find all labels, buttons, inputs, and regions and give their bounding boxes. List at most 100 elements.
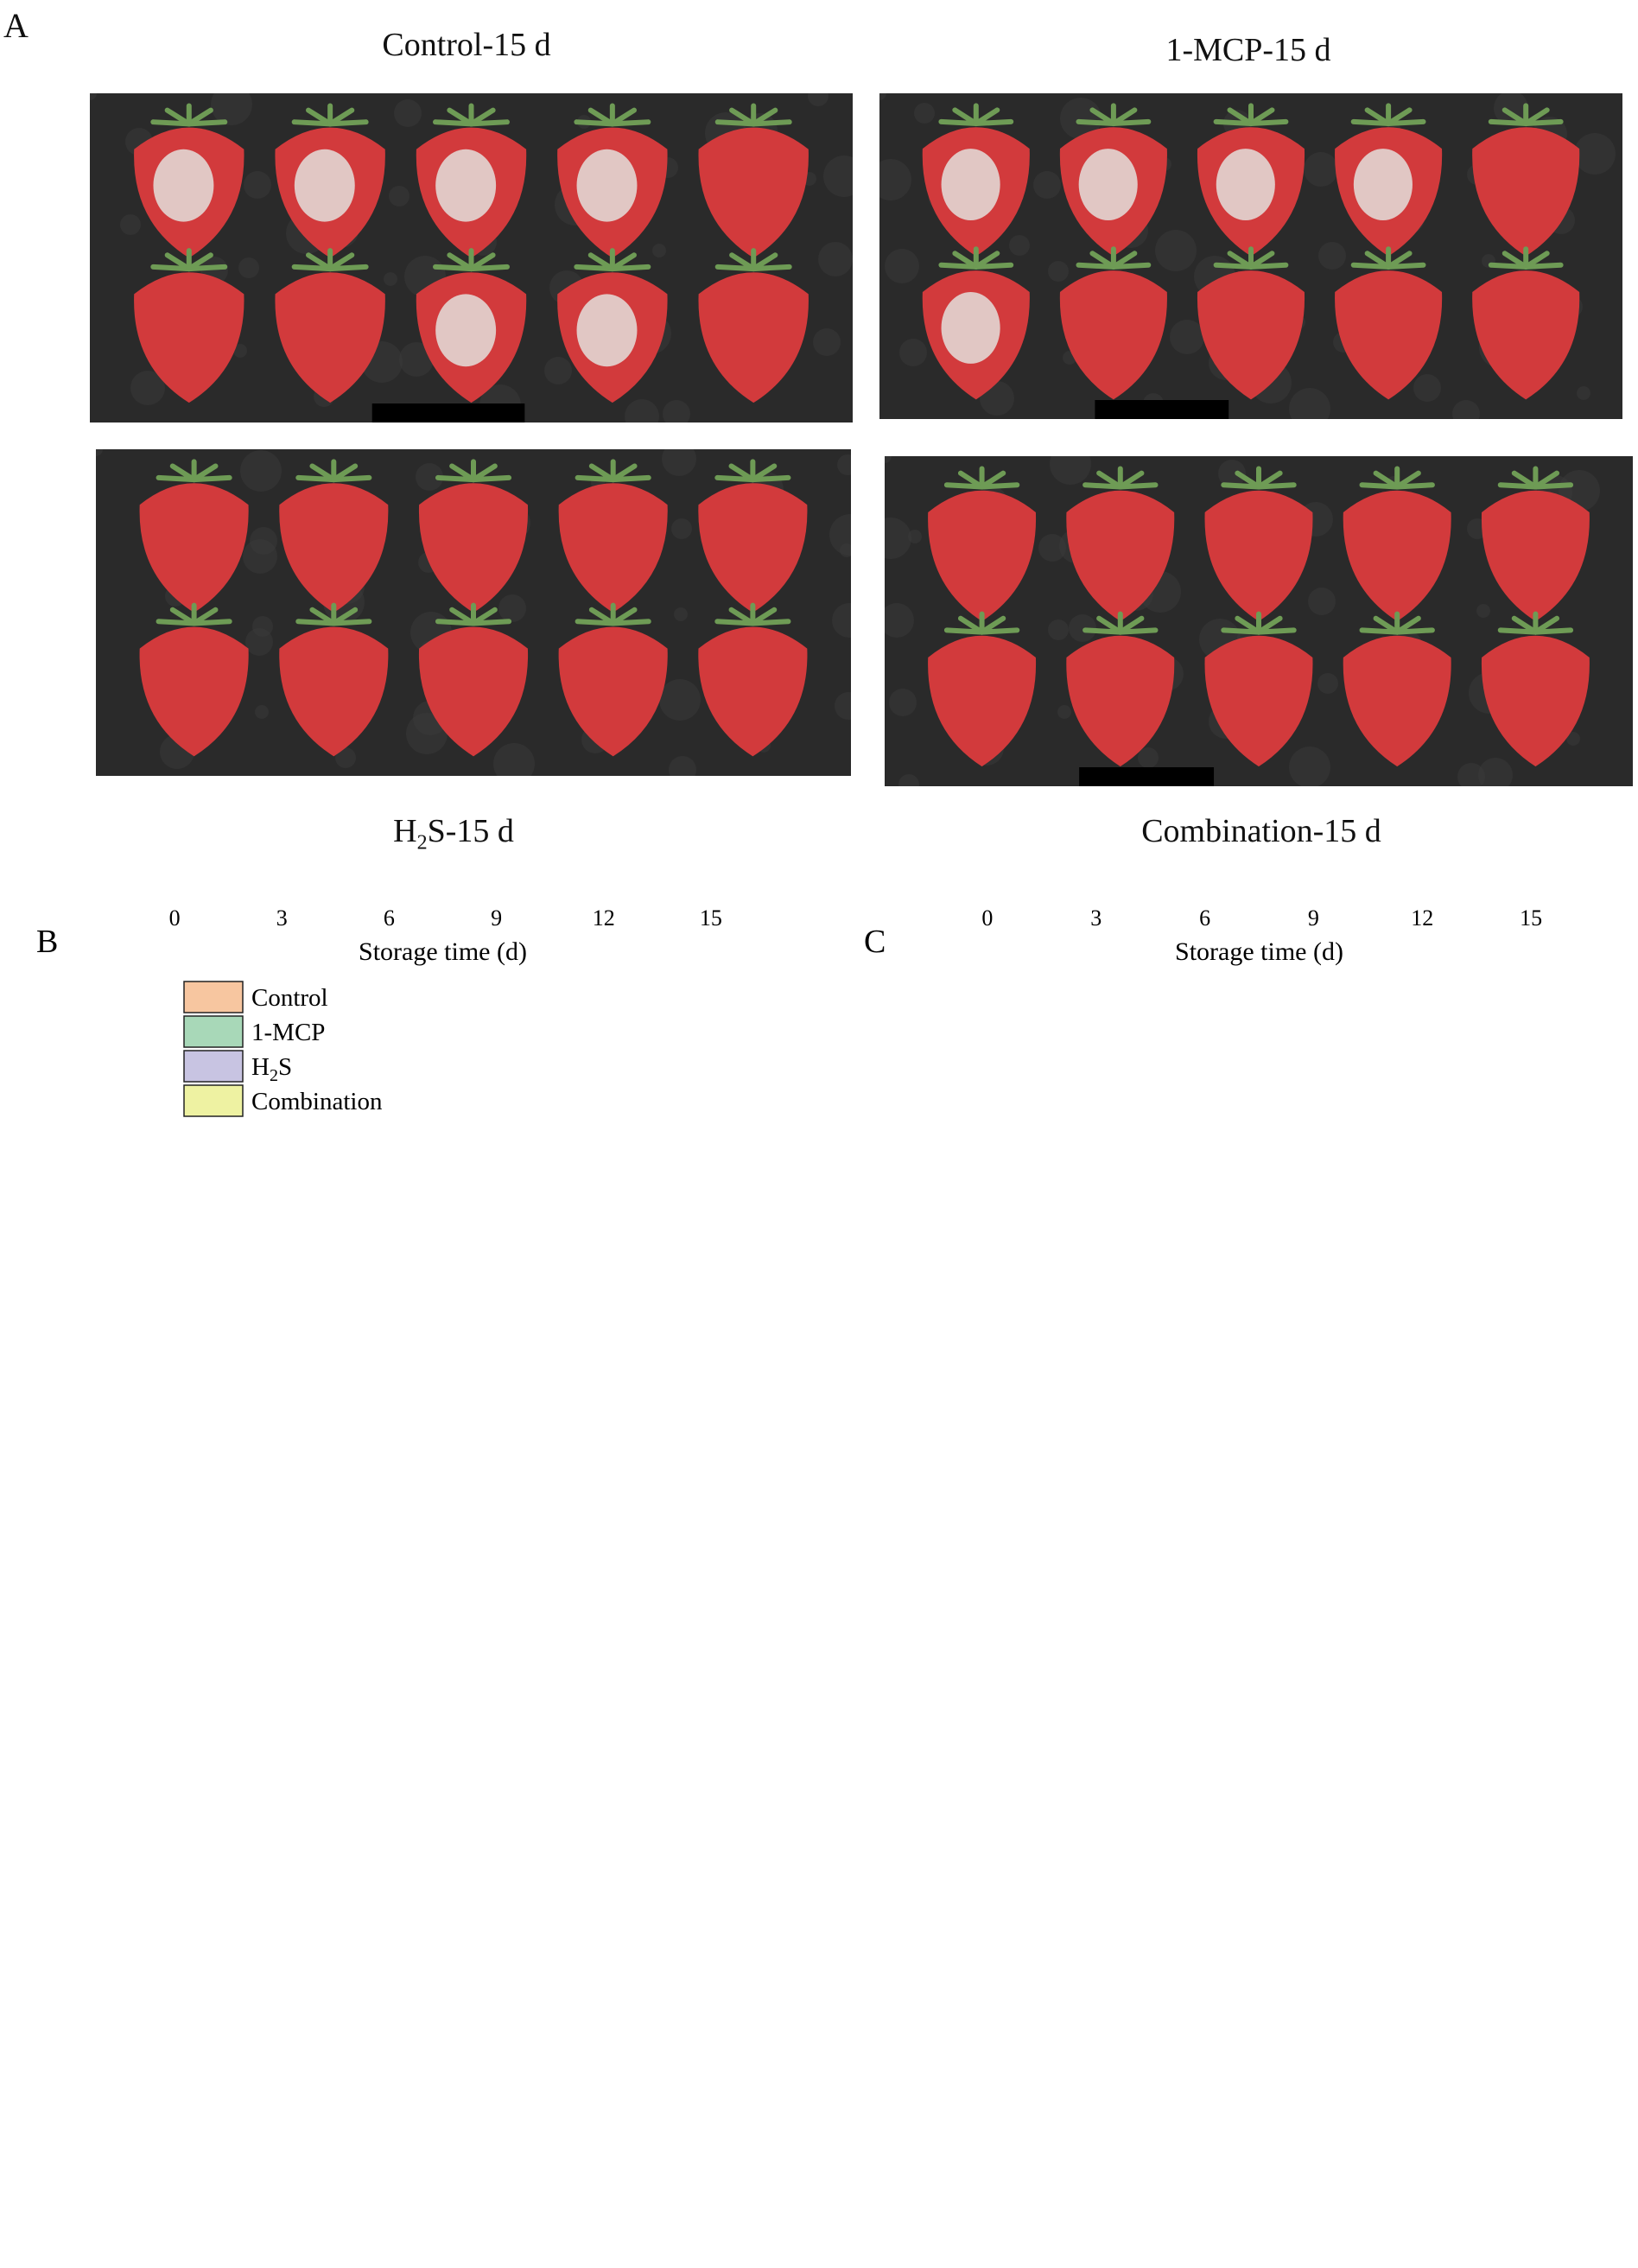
calyx-leaf: [306, 252, 333, 272]
fabric-texture: [1038, 534, 1066, 562]
calyx-leaf: [309, 463, 337, 483]
strawberry: [1197, 246, 1305, 400]
calyx-leaf: [952, 107, 979, 127]
calyx-leaf: [1213, 118, 1254, 127]
calyx-leaf: [150, 264, 192, 272]
fabric-texture: [1155, 230, 1197, 271]
fabric-texture: [1318, 242, 1346, 270]
strawberry-body: [279, 626, 389, 757]
calyx-leaf: [610, 474, 651, 483]
fabric-texture: [498, 594, 526, 622]
chart-firmness: 0102030400aaaa3baaa6baaa9baaa12cbaa15dcb…: [821, 1590, 1638, 2268]
panel-letter-a: A: [3, 6, 29, 45]
fabric-texture: [255, 705, 269, 719]
fabric-texture: [399, 342, 434, 377]
mold-patch: [1078, 149, 1138, 221]
fabric-texture: [652, 244, 666, 257]
mold-patch: [941, 149, 1000, 221]
legend-swatch: [183, 1050, 244, 1083]
strawberry: [1066, 466, 1175, 621]
calyx-leaf: [327, 264, 369, 272]
calyx-leaf: [1235, 470, 1261, 490]
calyx-leaf: [1096, 615, 1123, 635]
photo-title-h2s-rest: S-15 d: [427, 813, 514, 849]
fabric-texture: [1050, 456, 1091, 485]
strawberry-body: [698, 483, 808, 613]
fabric-texture: [1457, 763, 1485, 786]
fabric-texture: [1304, 152, 1338, 187]
fabric-texture: [1289, 388, 1330, 419]
calyx-leaf: [588, 607, 616, 626]
strawberry-body: [698, 272, 809, 403]
calyx-leaf: [449, 463, 476, 483]
strawberry-body: [928, 490, 1037, 621]
legend-label: Combination: [251, 1088, 383, 1115]
calyx-leaf: [1076, 118, 1116, 127]
calyx-leaf: [574, 119, 615, 127]
strawberry: [134, 103, 244, 258]
calyx-leaf: [1502, 251, 1529, 270]
calyx-leaf: [1117, 627, 1159, 635]
fabric-texture: [1577, 386, 1590, 400]
calyx-leaf: [306, 107, 333, 127]
calyx-leaf: [1373, 470, 1400, 490]
legend-subscript: 2: [270, 1066, 278, 1085]
x-tick-label: 0: [981, 905, 993, 931]
calyx-leaf: [1394, 482, 1435, 490]
fabric-texture: [96, 449, 103, 456]
calyx-leaf: [1256, 482, 1297, 490]
calyx-leaf: [729, 107, 757, 127]
scale-bar: [371, 403, 525, 422]
strawberry: [1204, 611, 1313, 767]
calyx-leaf: [1221, 482, 1261, 490]
fabric-texture: [243, 539, 277, 574]
strawberry: [557, 248, 668, 403]
strawberry-body: [928, 635, 1037, 767]
strawberry-body: [1343, 490, 1451, 621]
calyx-leaf: [1248, 118, 1289, 127]
fabric-texture: [671, 518, 692, 539]
strawberry: [928, 611, 1037, 767]
calyx-leaf: [1497, 482, 1539, 490]
fabric-texture: [211, 93, 252, 125]
x-tick-label: 6: [384, 905, 395, 931]
calyx-leaf: [1089, 251, 1116, 270]
fabric-texture: [832, 603, 851, 638]
calyx-leaf: [1488, 262, 1529, 270]
legend-label: H2S: [251, 1053, 292, 1085]
calyx-leaf: [1533, 627, 1574, 635]
legend-label: Control: [251, 984, 328, 1012]
calyx-leaf: [447, 107, 474, 127]
fabric-texture: [1476, 604, 1490, 618]
calyx-leaf: [468, 119, 510, 127]
calyx-leaf: [943, 482, 985, 490]
calyx-leaf: [729, 252, 757, 272]
mold-patch: [435, 294, 497, 367]
strawberry: [1059, 246, 1167, 400]
x-tick-label: 15: [700, 905, 722, 931]
photo-1mcp-svg: [879, 93, 1622, 419]
fabric-texture: [90, 93, 97, 100]
calyx-leaf: [164, 107, 192, 127]
x-tick-label: 0: [169, 905, 181, 931]
strawberry: [139, 602, 249, 757]
calyx-leaf: [751, 264, 792, 272]
x-tick-label: 3: [1090, 905, 1102, 931]
photo-title-h2s: H2S-15 d: [194, 812, 713, 855]
calyx-leaf: [1350, 262, 1392, 270]
calyx-leaf: [714, 264, 757, 272]
calyx-leaf: [309, 607, 337, 626]
strawberry: [134, 248, 244, 403]
strawberry-body: [1335, 270, 1443, 400]
fabric-texture: [1009, 235, 1030, 256]
calyx-leaf: [575, 619, 616, 626]
fabric-texture: [1170, 320, 1204, 354]
calyx-leaf: [331, 474, 372, 483]
legend-swatch: [183, 1015, 244, 1048]
calyx-leaf: [587, 252, 615, 272]
fabric-texture: [1452, 400, 1480, 419]
x-tick-label: 3: [276, 905, 288, 931]
fabric-texture: [837, 454, 851, 475]
calyx-leaf: [957, 470, 985, 490]
strawberry-body: [698, 127, 809, 258]
